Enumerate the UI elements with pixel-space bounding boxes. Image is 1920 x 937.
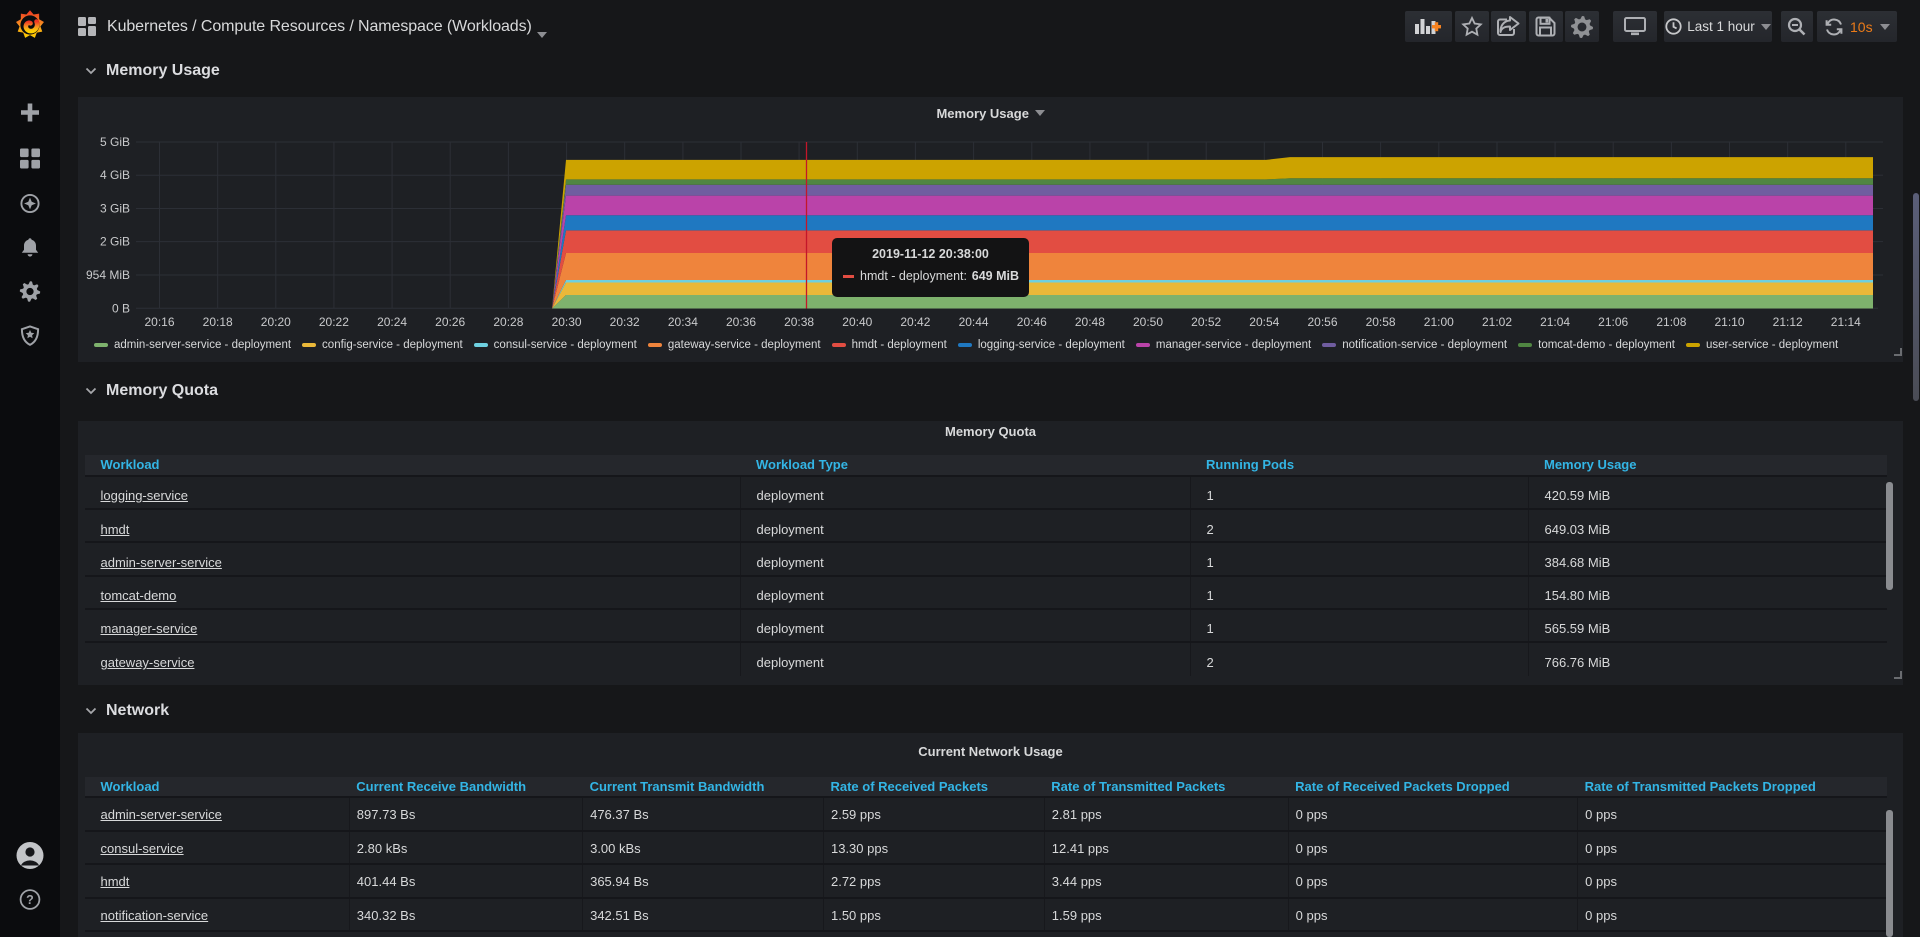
svg-text:0 B: 0 B [112, 301, 130, 315]
svg-text:21:10: 21:10 [1714, 315, 1744, 329]
svg-text:20:24: 20:24 [377, 315, 407, 329]
svg-text:20:20: 20:20 [261, 315, 291, 329]
svg-text:3 GiB: 3 GiB [100, 202, 130, 216]
svg-text:4 GiB: 4 GiB [100, 168, 130, 182]
svg-text:20:32: 20:32 [610, 315, 640, 329]
svg-text:20:52: 20:52 [1191, 315, 1221, 329]
svg-text:?: ? [26, 893, 34, 907]
svg-text:21:14: 21:14 [1831, 315, 1861, 329]
svg-text:20:18: 20:18 [203, 315, 233, 329]
svg-text:20:16: 20:16 [144, 315, 174, 329]
svg-text:20:58: 20:58 [1366, 315, 1396, 329]
svg-text:20:44: 20:44 [959, 315, 989, 329]
svg-text:954 MiB: 954 MiB [86, 268, 130, 282]
svg-text:20:40: 20:40 [842, 315, 872, 329]
svg-text:20:28: 20:28 [493, 315, 523, 329]
svg-text:21:04: 21:04 [1540, 315, 1570, 329]
svg-text:20:42: 20:42 [900, 315, 930, 329]
svg-text:5 GiB: 5 GiB [100, 135, 130, 149]
svg-text:21:08: 21:08 [1656, 315, 1686, 329]
svg-text:20:34: 20:34 [668, 315, 698, 329]
svg-text:21:00: 21:00 [1424, 315, 1454, 329]
svg-text:2 GiB: 2 GiB [100, 235, 130, 249]
svg-text:20:36: 20:36 [726, 315, 756, 329]
svg-text:20:54: 20:54 [1249, 315, 1279, 329]
svg-text:21:06: 21:06 [1598, 315, 1628, 329]
svg-text:20:50: 20:50 [1133, 315, 1163, 329]
svg-text:20:26: 20:26 [435, 315, 465, 329]
svg-text:20:46: 20:46 [1017, 315, 1047, 329]
svg-text:20:48: 20:48 [1075, 315, 1105, 329]
svg-text:21:02: 21:02 [1482, 315, 1512, 329]
svg-text:20:38: 20:38 [784, 315, 814, 329]
svg-text:21:12: 21:12 [1773, 315, 1803, 329]
svg-text:20:30: 20:30 [552, 315, 582, 329]
svg-text:20:22: 20:22 [319, 315, 349, 329]
svg-text:20:56: 20:56 [1307, 315, 1337, 329]
